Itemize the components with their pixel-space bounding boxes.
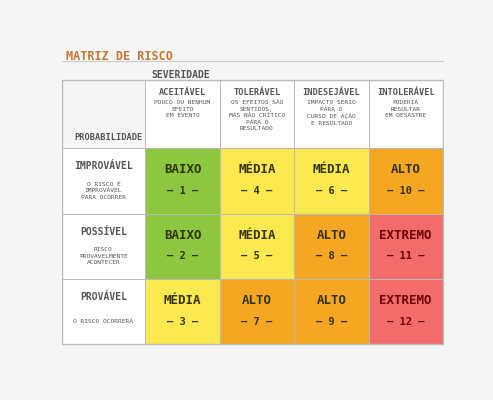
Text: MÉDIA: MÉDIA (164, 294, 201, 307)
Text: – 12 –: – 12 – (387, 316, 424, 326)
Bar (294, 148, 369, 214)
Text: POUCO OU NENHUM
EFEITO
EM EVENTO: POUCO OU NENHUM EFEITO EM EVENTO (154, 100, 211, 118)
Bar (62, 148, 145, 214)
Text: MATRIZ DE RISCO: MATRIZ DE RISCO (66, 50, 173, 62)
Text: – 2 –: – 2 – (167, 251, 198, 261)
Text: PROBABILIDADE: PROBABILIDADE (74, 133, 142, 142)
Text: – 1 –: – 1 – (167, 186, 198, 196)
Bar (294, 279, 369, 344)
Text: ALTO: ALTO (391, 163, 421, 176)
Text: O RISCO É
IMPROVÁVEL
PARA OCORRER: O RISCO É IMPROVÁVEL PARA OCORRER (81, 182, 126, 200)
Bar (62, 214, 145, 279)
Bar (294, 214, 369, 279)
Text: PROVÁVEL: PROVÁVEL (80, 292, 127, 302)
Bar (220, 148, 294, 214)
Text: MÉDIA: MÉDIA (238, 229, 276, 242)
Text: – 5 –: – 5 – (241, 251, 273, 261)
Text: – 9 –: – 9 – (316, 316, 347, 326)
Text: – 3 –: – 3 – (167, 316, 198, 326)
Text: ALTO: ALTO (317, 229, 346, 242)
Text: – 11 –: – 11 – (387, 251, 424, 261)
Text: – 8 –: – 8 – (316, 251, 347, 261)
Bar (369, 214, 443, 279)
Text: EXTREMO: EXTREMO (380, 229, 432, 242)
Text: MÉDIA: MÉDIA (238, 163, 276, 176)
Text: BAIXO: BAIXO (164, 163, 201, 176)
Text: POSSÍVEL: POSSÍVEL (80, 227, 127, 237)
Bar (145, 214, 220, 279)
Text: – 10 –: – 10 – (387, 186, 424, 196)
Text: PODERIA
RESULTAR
EM DESASTRE: PODERIA RESULTAR EM DESASTRE (385, 100, 426, 118)
Text: ALTO: ALTO (317, 294, 346, 307)
Text: – 6 –: – 6 – (316, 186, 347, 196)
Bar (220, 80, 294, 148)
Text: SEVERIDADE: SEVERIDADE (151, 70, 211, 80)
Bar (145, 279, 220, 344)
Bar (369, 279, 443, 344)
Text: – 4 –: – 4 – (241, 186, 273, 196)
Text: INTOLERÁVEL: INTOLERÁVEL (377, 88, 435, 97)
Bar (220, 214, 294, 279)
Bar (145, 148, 220, 214)
Text: ACEITÁVEL: ACEITÁVEL (159, 88, 206, 97)
Bar (62, 279, 145, 344)
Text: RISCO
PROVAVELMENTE
ACONTECER: RISCO PROVAVELMENTE ACONTECER (79, 247, 128, 265)
Text: TOLERÁVEL: TOLERÁVEL (233, 88, 281, 97)
Bar (369, 80, 443, 148)
Text: MÉDIA: MÉDIA (313, 163, 350, 176)
Text: INDESEJÁVEL: INDESEJÁVEL (302, 88, 360, 97)
Text: BAIXO: BAIXO (164, 229, 201, 242)
Text: ALTO: ALTO (242, 294, 272, 307)
Bar (62, 80, 443, 344)
Bar (220, 279, 294, 344)
Text: – 7 –: – 7 – (241, 316, 273, 326)
Bar (294, 80, 369, 148)
Text: O RISCO OCORRERÁ: O RISCO OCORRERÁ (73, 319, 134, 324)
Text: IMPACTO SÉRIO
PARA O
CURSO DE AÇÃO
E RESULTADO: IMPACTO SÉRIO PARA O CURSO DE AÇÃO E RES… (307, 100, 356, 126)
Text: EXTREMO: EXTREMO (380, 294, 432, 307)
Text: IMPROVÁVEL: IMPROVÁVEL (74, 162, 133, 172)
Bar (369, 148, 443, 214)
Bar (145, 80, 220, 148)
Text: OS EFEITOS SÃO
SENTIDOS,
MAS NÃO CRÍTICO
PARA O
RESULTADO: OS EFEITOS SÃO SENTIDOS, MAS NÃO CRÍTICO… (229, 100, 285, 131)
